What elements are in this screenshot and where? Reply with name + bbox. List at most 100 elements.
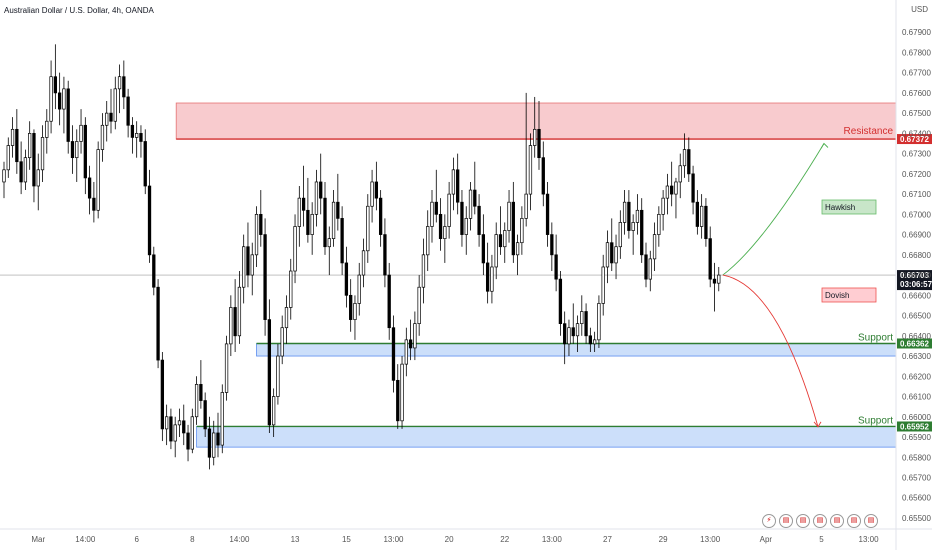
candle bbox=[319, 153, 323, 215]
candle-body bbox=[310, 213, 314, 235]
candle bbox=[468, 181, 473, 231]
candle bbox=[96, 141, 100, 219]
candle-body bbox=[592, 339, 597, 345]
candle bbox=[289, 258, 293, 320]
candle bbox=[263, 218, 267, 336]
candle-body bbox=[306, 209, 310, 235]
candle-body bbox=[66, 88, 70, 142]
candle bbox=[182, 404, 186, 446]
candle-body bbox=[464, 218, 468, 235]
us-flag-icon[interactable]: ▤ bbox=[847, 514, 861, 528]
resistance-price-tag: 0.67372 bbox=[900, 135, 929, 144]
candle bbox=[357, 262, 361, 316]
candle-body bbox=[259, 213, 263, 235]
candle bbox=[674, 177, 678, 219]
candle-body bbox=[580, 311, 584, 325]
candle-body bbox=[212, 432, 216, 458]
candle-body bbox=[224, 343, 229, 393]
price-tick-label: 0.66300 bbox=[902, 352, 931, 361]
candle-body bbox=[400, 363, 404, 422]
candle-body bbox=[490, 266, 494, 292]
candle bbox=[477, 194, 481, 247]
candle bbox=[327, 226, 331, 276]
us-flag-icon[interactable]: ▤ bbox=[779, 514, 793, 528]
candles-layer bbox=[2, 44, 721, 470]
candle-body bbox=[627, 201, 631, 231]
candle bbox=[400, 356, 404, 429]
candle bbox=[580, 295, 584, 336]
candle-body bbox=[533, 128, 537, 146]
candle bbox=[511, 181, 515, 263]
candle-body bbox=[331, 201, 336, 239]
candle-body bbox=[344, 262, 349, 296]
time-tick-label: 27 bbox=[603, 535, 612, 544]
candle-body bbox=[340, 218, 344, 264]
candle bbox=[301, 165, 306, 227]
candle bbox=[293, 214, 297, 284]
us-flag-icon[interactable]: ▤ bbox=[813, 514, 827, 528]
candle-body bbox=[541, 157, 545, 195]
lightning-icon[interactable]: ⚡ bbox=[762, 514, 776, 528]
candle bbox=[92, 181, 96, 223]
time-tick-label: 8 bbox=[190, 535, 195, 544]
candle bbox=[670, 161, 674, 207]
candle-body bbox=[717, 274, 721, 284]
support-upper-price-tag: 0.66362 bbox=[900, 339, 929, 348]
candle-body bbox=[481, 234, 486, 264]
candle bbox=[374, 161, 379, 211]
candle bbox=[113, 76, 117, 130]
candle bbox=[194, 376, 199, 425]
candle bbox=[250, 242, 254, 296]
candle bbox=[361, 238, 366, 288]
candle-body bbox=[173, 424, 177, 442]
candle bbox=[28, 121, 32, 170]
candle-body bbox=[498, 234, 503, 248]
candle-body bbox=[584, 311, 588, 337]
dovish-box bbox=[821, 287, 877, 303]
candle bbox=[524, 92, 528, 227]
candle-body bbox=[396, 379, 400, 422]
candle bbox=[370, 169, 374, 223]
time-tick-label: 13:00 bbox=[542, 535, 563, 544]
us-flag-icon[interactable]: ▤ bbox=[796, 514, 810, 528]
candle-body bbox=[652, 234, 657, 260]
candle bbox=[109, 88, 113, 134]
candle-body bbox=[601, 266, 605, 304]
candle bbox=[284, 295, 289, 344]
candle-body bbox=[597, 303, 601, 341]
candle bbox=[87, 165, 92, 215]
candle bbox=[216, 412, 220, 458]
candle-body bbox=[520, 218, 524, 244]
candle-body bbox=[644, 254, 648, 280]
price-tick-label: 0.65600 bbox=[902, 494, 931, 503]
price-tick-label: 0.67500 bbox=[902, 109, 931, 118]
candle-body bbox=[366, 205, 370, 252]
candle-body bbox=[357, 274, 361, 304]
us-flag-icon[interactable]: ▤ bbox=[830, 514, 844, 528]
candle-body bbox=[378, 197, 383, 235]
candle-body bbox=[648, 258, 652, 280]
candle-body bbox=[635, 209, 640, 223]
candle bbox=[190, 408, 194, 454]
resistance-price-tag-bg bbox=[897, 134, 932, 145]
candle bbox=[57, 72, 62, 126]
candle-body bbox=[246, 246, 250, 276]
candle bbox=[515, 234, 520, 276]
price-tick-label: 0.66800 bbox=[902, 251, 931, 260]
time-tick-label: 13:00 bbox=[859, 535, 880, 544]
candle bbox=[224, 335, 229, 401]
candle-body bbox=[36, 169, 40, 187]
candle bbox=[421, 238, 426, 304]
candle bbox=[661, 190, 665, 231]
candle-body bbox=[190, 416, 194, 450]
candle bbox=[139, 125, 143, 158]
candle-body bbox=[15, 128, 19, 163]
candle-body bbox=[460, 201, 464, 235]
candle-body bbox=[554, 254, 558, 280]
candle bbox=[32, 129, 36, 203]
candle bbox=[378, 190, 383, 247]
candle-body bbox=[524, 193, 528, 219]
candle-body bbox=[130, 124, 135, 138]
us-flag-icon[interactable]: ▤ bbox=[864, 514, 878, 528]
